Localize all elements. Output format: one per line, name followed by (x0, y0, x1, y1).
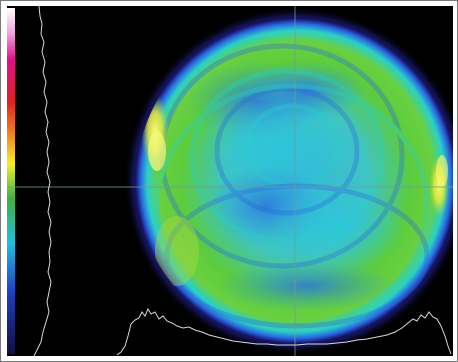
beam-profile-view (7, 6, 453, 356)
vertical-profile-trace (33, 6, 52, 356)
color-scale-bar (7, 8, 15, 354)
beam-profile-canvas (7, 6, 453, 356)
horizontal-profile-trace (116, 307, 452, 356)
beam-texture (141, 43, 449, 329)
